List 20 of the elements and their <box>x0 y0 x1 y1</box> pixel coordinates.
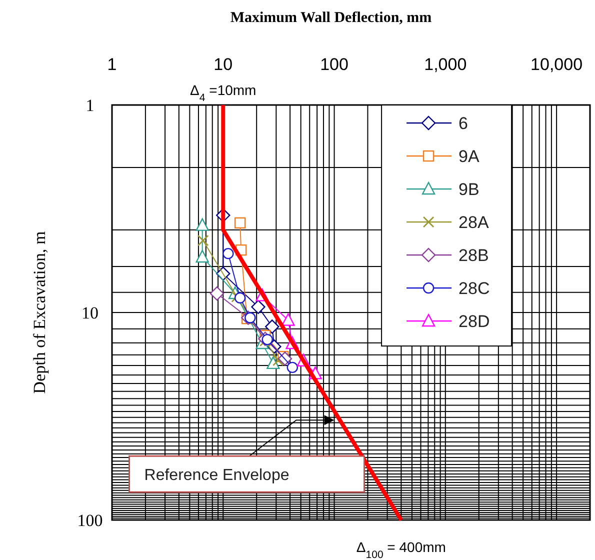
y-tick-label: 100 <box>77 511 103 530</box>
y-tick-label: 1 <box>86 96 94 115</box>
annotation: Δ$_{4}$ =10mm <box>190 82 256 104</box>
legend-label: 28C <box>458 279 490 298</box>
x-tick-label: 10,000 <box>530 55 583 74</box>
annotation: Δ$_{100}$ = 400mm <box>356 539 446 560</box>
annotation: Reference Envelope <box>144 467 290 484</box>
x-tick-label: 100 <box>320 55 348 74</box>
legend-label: 28B <box>458 246 489 265</box>
x-axis-title: Maximum Wall Deflection, mm <box>230 10 432 26</box>
legend-label: 6 <box>458 114 468 133</box>
x-tick-label: 10 <box>214 55 233 74</box>
y-axis-title: Depth of Excavation, m <box>30 231 49 394</box>
y-tick-label: 10 <box>82 304 98 322</box>
legend-label: 9A <box>458 147 480 166</box>
x-tick-label: 1 <box>107 55 117 74</box>
legend-label: 28A <box>458 213 490 232</box>
x-tick-label: 1,000 <box>424 55 467 74</box>
legend-label: 9B <box>458 180 480 199</box>
legend-label: 28D <box>458 312 490 331</box>
